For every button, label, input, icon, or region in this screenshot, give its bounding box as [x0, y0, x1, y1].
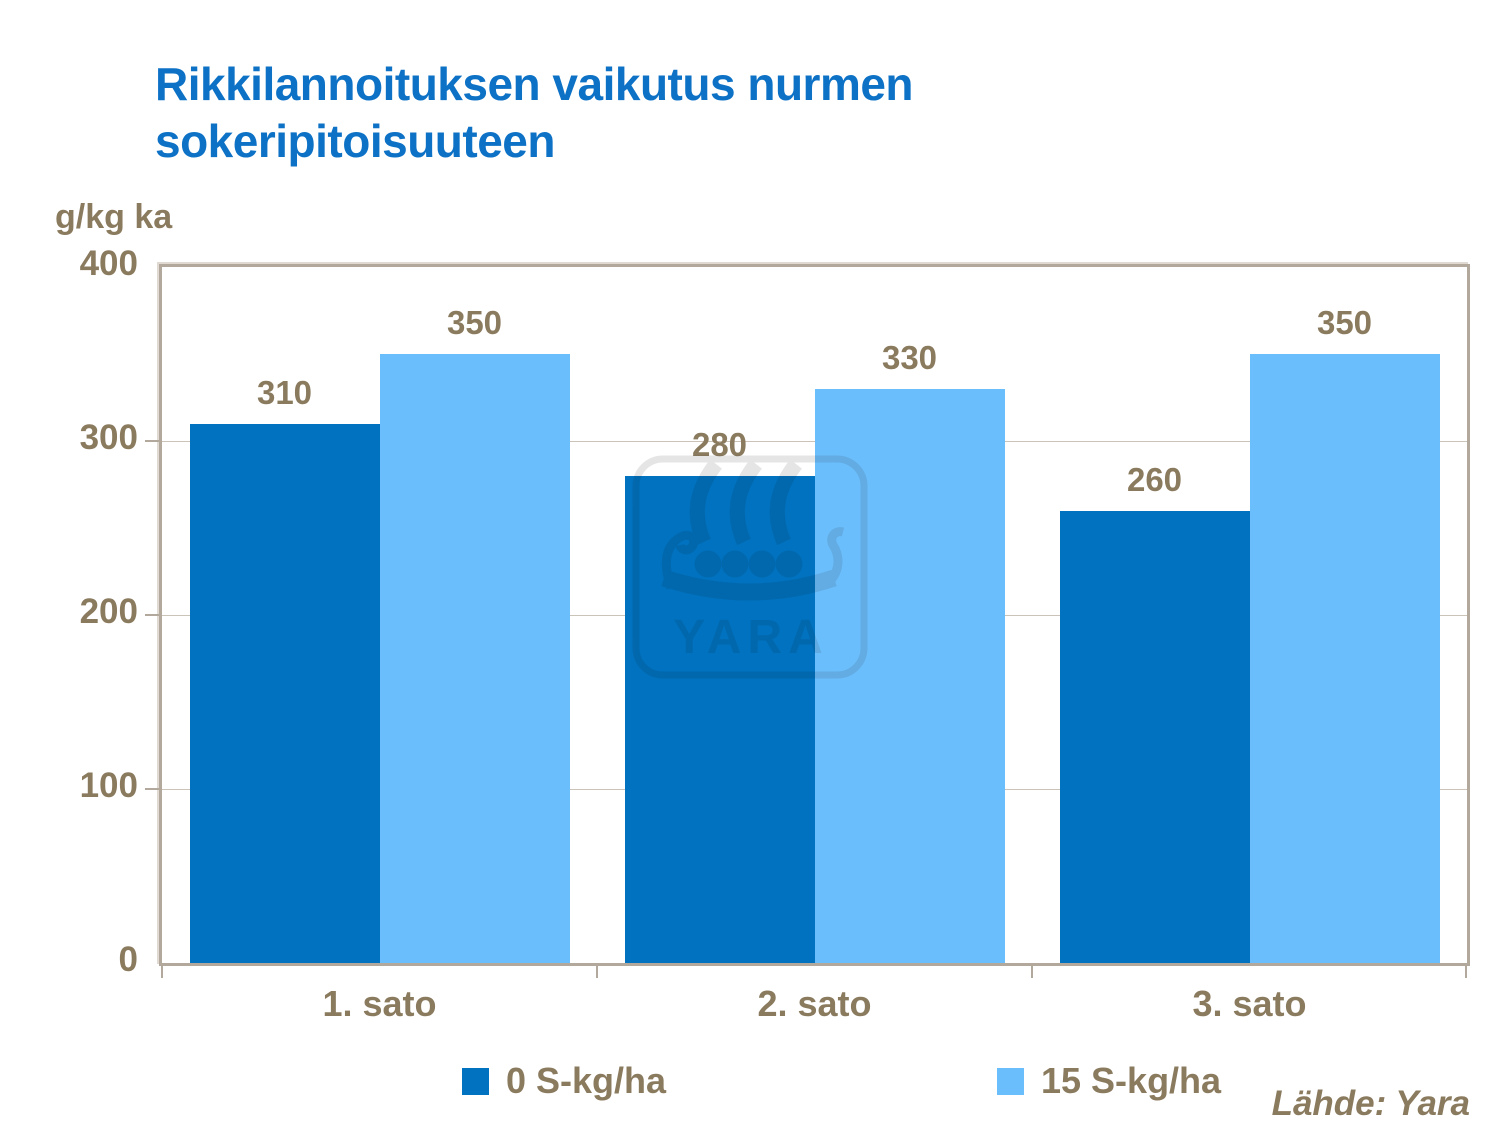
y-axis-unit-label: g/kg ka — [55, 198, 173, 236]
legend-item: 0 S-kg/ha — [462, 1060, 666, 1102]
legend-item: 15 S-kg/ha — [997, 1060, 1221, 1102]
plot-area: 310 350 280 330 260 350 — [159, 264, 1470, 966]
source-note: Lähde: Yara — [1271, 1084, 1470, 1123]
bar-value-label: 350 — [1316, 304, 1373, 341]
x-tick-mark — [161, 966, 163, 978]
y-axis-tick-label: 0 — [118, 940, 138, 979]
y-axis-tick-label: 300 — [79, 418, 138, 457]
bar-value-label: 330 — [881, 338, 938, 376]
bar-15 S-kg/ha-1. sato — [379, 354, 570, 963]
x-tick-mark — [1031, 966, 1033, 978]
bar-15 S-kg/ha-3. sato — [1249, 354, 1440, 963]
bar-15 S-kg/ha-2. sato — [814, 388, 1005, 963]
y-tick-mark — [145, 614, 159, 616]
chart-title: Rikkilannoituksen vaikutus nurmen sokeri… — [155, 56, 914, 170]
chart-title-line1: Rikkilannoituksen vaikutus nurmen — [155, 58, 914, 110]
bar-value-label: 310 — [256, 373, 313, 411]
chart-title-line2: sokeripitoisuuteen — [155, 115, 555, 167]
x-axis-label: 3. sato — [1192, 983, 1307, 1024]
x-axis-label: 1. sato — [322, 983, 437, 1024]
bar-0 S-kg/ha-1. sato — [189, 423, 380, 963]
x-tick-mark — [596, 966, 598, 978]
bar-value-label: 350 — [446, 304, 503, 341]
bar-value-label: 280 — [691, 425, 748, 463]
legend-swatch — [462, 1067, 489, 1095]
x-tick-mark — [1465, 966, 1467, 978]
bar-0 S-kg/ha-2. sato — [624, 475, 815, 963]
y-tick-mark — [145, 788, 159, 790]
legend-swatch — [997, 1067, 1024, 1095]
bar-value-label: 260 — [1126, 460, 1183, 498]
y-axis-tick-label: 400 — [79, 244, 138, 283]
bar-0 S-kg/ha-3. sato — [1059, 510, 1250, 963]
y-axis-tick-label: 200 — [79, 592, 138, 631]
y-axis-tick-label: 100 — [79, 766, 138, 805]
y-tick-mark — [145, 440, 159, 442]
legend-label: 15 S-kg/ha — [1041, 1060, 1222, 1101]
legend-label: 0 S-kg/ha — [506, 1060, 667, 1101]
x-axis-label: 2. sato — [757, 983, 872, 1024]
